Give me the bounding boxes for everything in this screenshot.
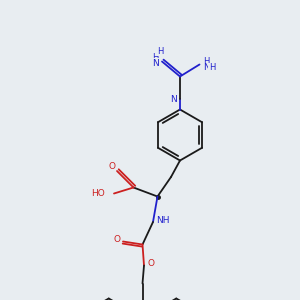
Text: H: H	[203, 57, 209, 66]
Text: N: N	[203, 63, 209, 72]
Text: O: O	[113, 236, 121, 244]
Text: N: N	[152, 58, 159, 68]
Text: HO: HO	[91, 189, 105, 198]
Text: H: H	[209, 63, 215, 72]
Text: NH: NH	[156, 216, 169, 225]
Text: H: H	[157, 46, 164, 56]
Text: H: H	[152, 52, 159, 62]
Text: O: O	[108, 162, 115, 171]
Text: O: O	[147, 260, 154, 268]
Text: N: N	[170, 94, 177, 103]
